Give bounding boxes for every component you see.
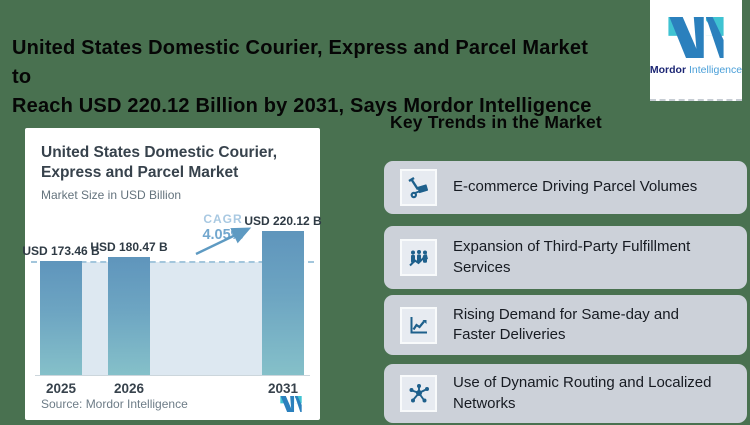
bar-chart-plot: USD 173.46 B USD 180.47 B USD 220.12 B 2…	[22, 128, 322, 420]
brand-logo-card: Mordor Intelligence	[650, 0, 742, 101]
bar-value-label: USD 173.46 B	[22, 244, 100, 258]
growth-arrow-icon	[195, 227, 252, 256]
trend-card-dynamic-routing: Use of Dynamic Routing and Localized Net…	[384, 364, 747, 423]
trend-icon-box	[400, 375, 437, 412]
trend-label: Rising Demand for Same-day and Faster De…	[453, 305, 679, 343]
people-growth-icon	[408, 249, 428, 266]
line-chart-icon	[410, 317, 427, 334]
brand-wordmark: Mordor Intelligence	[650, 64, 742, 76]
bar-rect	[108, 257, 150, 375]
market-chart-card: United States Domestic Courier, Express …	[22, 128, 322, 420]
mordor-intelligence-logo-icon	[668, 17, 724, 58]
source-attribution: Source: Mordor Intelligence	[41, 397, 188, 411]
page-title-line1: United States Domestic Courier, Express …	[12, 37, 589, 88]
reference-band	[40, 262, 304, 375]
page-title-line2: Reach USD 220.12 Billion by 2031, Says M…	[12, 95, 592, 117]
chart-title: United States Domestic Courier, Express …	[41, 144, 278, 182]
brand-word-mordor: Mordor	[649, 64, 687, 76]
trend-label: E-commerce Driving Parcel Volumes	[453, 178, 698, 196]
bar-2025: USD 173.46 B	[22, 244, 100, 375]
trend-card-fulfillment: Expansion of Third-Party Fulfillment Ser…	[384, 226, 747, 289]
page-title: United States Domestic Courier, Express …	[12, 34, 612, 121]
bar-rect	[40, 261, 82, 375]
trend-icon-box	[400, 169, 437, 206]
reference-dashed-line	[31, 261, 314, 263]
bar-2026: USD 180.47 B	[90, 240, 168, 375]
bar-rect	[262, 231, 304, 375]
hand-truck-icon	[407, 176, 428, 198]
network-icon	[409, 383, 429, 402]
trend-label: Expansion of Third-Party Fulfillment Ser…	[453, 238, 691, 276]
x-axis-line	[35, 375, 310, 376]
trend-label: Use of Dynamic Routing and Localized Net…	[453, 374, 712, 412]
x-tick-2025: 2025	[45, 381, 77, 396]
chart-footer: Source: Mordor Intelligence	[41, 396, 304, 412]
mordor-intelligence-mini-logo-icon	[278, 396, 304, 412]
chart-subtitle: Market Size in USD Billion	[41, 187, 182, 202]
trend-icon-box	[400, 306, 437, 344]
trends-heading: Key Trends in the Market	[390, 112, 602, 132]
cagr-label: CAGR	[203, 212, 243, 226]
x-tick-2026: 2026	[113, 381, 145, 396]
trend-card-ecommerce: E-commerce Driving Parcel Volumes	[384, 161, 747, 214]
x-tick-2031: 2031	[267, 381, 299, 396]
bar-value-label: USD 220.12 B	[244, 214, 322, 228]
bar-2031: USD 220.12 B	[244, 214, 322, 375]
trend-icon-box	[400, 239, 437, 276]
bar-value-label: USD 180.47 B	[90, 240, 168, 254]
trend-card-same-day: Rising Demand for Same-day and Faster De…	[384, 295, 747, 355]
brand-word-intelligence: Intelligence	[688, 64, 743, 76]
